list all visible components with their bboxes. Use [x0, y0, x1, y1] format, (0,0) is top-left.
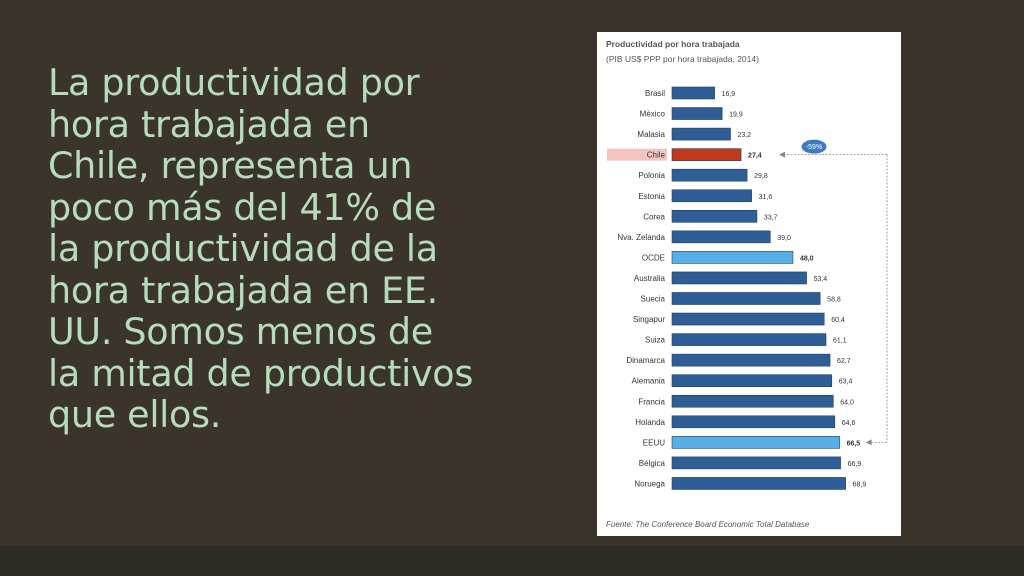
bars-group: Brasil 16,9 México 19,9 Malasia 23,2 Chile 27,4… [607, 86, 867, 490]
category-label: Polonia [638, 171, 665, 180]
value-label: 53,4 [814, 276, 828, 283]
category-label: Francia [638, 397, 665, 406]
category-label: Australia [634, 274, 666, 283]
slide-text-line: La productividad por [48, 61, 420, 104]
bar [671, 271, 807, 285]
slide-text-line: la mitad de productivos [48, 351, 474, 395]
bar [671, 394, 834, 408]
productivity-bar-chart: Productividad por hora trabajada (PIB US… [606, 39, 888, 529]
value-label: 33,7 [764, 214, 778, 221]
category-label: Bélgica [639, 459, 666, 468]
annotation-text: -59% [806, 144, 822, 151]
value-label: 64,6 [842, 420, 856, 427]
category-label: Suiza [645, 336, 666, 345]
slide-text-line: la productividad de la [48, 227, 438, 270]
annotation-arrowhead [865, 439, 872, 446]
category-label: EEUU [643, 438, 665, 447]
category-label: Brasil [645, 89, 665, 98]
category-label: Noruega [634, 479, 665, 488]
slide-body-text: La productividad por hora trabajada en Chi… [48, 62, 518, 436]
value-label: 61,1 [833, 338, 847, 345]
category-label: Malasia [637, 130, 665, 139]
value-label: 66,9 [848, 461, 862, 468]
bar [671, 456, 841, 470]
slide-text-line: UU. Somos menos de [48, 310, 433, 353]
bar [671, 127, 731, 141]
bar [671, 107, 723, 120]
bar [671, 436, 840, 449]
category-label: Corea [643, 212, 665, 221]
value-label: 62,7 [837, 358, 851, 365]
value-label: 64,0 [840, 399, 854, 406]
bar [671, 312, 825, 326]
value-label: 58,8 [827, 297, 841, 304]
chart-card: Productividad por hora trabajada (PIB US… [597, 32, 901, 536]
value-label: 23,2 [737, 132, 751, 139]
category-label: México [640, 110, 666, 119]
chart-subtitle: (PIB US$ PPP por hora trabajada, 2014) [606, 54, 759, 64]
bar [671, 86, 715, 100]
category-label: OCDE [642, 253, 665, 262]
value-label: 68,9 [853, 481, 867, 488]
value-label: 29,8 [754, 173, 768, 180]
bar [671, 148, 742, 161]
bar [671, 374, 833, 388]
bar [671, 292, 821, 305]
value-label: 48,0 [800, 255, 814, 262]
value-label: 63,4 [839, 379, 853, 386]
bar [671, 210, 758, 223]
slide-text-line: Chile, representa un [48, 144, 413, 187]
bar [671, 353, 831, 367]
chart-source: Fuente: The Conference Board Economic To… [606, 520, 810, 529]
bar [671, 230, 771, 244]
bar [671, 477, 846, 490]
category-label: Nva. Zelanda [617, 233, 665, 242]
annotation-badge [801, 139, 827, 154]
bar [671, 415, 836, 429]
slide-text-line: que ellos. [48, 393, 222, 436]
value-label: 19,9 [729, 112, 743, 119]
category-label-highlight [607, 148, 667, 161]
value-label: 60,4 [831, 317, 845, 324]
value-label: 16,9 [722, 91, 736, 98]
bar [671, 168, 748, 182]
slide-text-line: hora trabajada en EE. [48, 268, 438, 312]
category-label: Dinamarca [626, 356, 665, 365]
bottom-band [0, 546, 1024, 576]
slide-text-line: poco más del 41% de [48, 185, 437, 229]
bar [671, 251, 794, 264]
slide-text-line: hora trabajada en [48, 102, 370, 146]
category-label: Suecia [641, 295, 666, 304]
category-label: Alemania [632, 377, 666, 386]
category-label: Chile [647, 151, 666, 160]
annotation-arrowhead [779, 151, 786, 158]
chart-title: Productividad por hora trabajada [606, 39, 740, 49]
value-label: 39,0 [777, 235, 791, 242]
category-label: Holanda [635, 418, 665, 427]
value-label: 66,5 [847, 440, 861, 447]
category-label: Estonia [638, 192, 665, 201]
value-label: 31,6 [759, 194, 773, 201]
bar [671, 189, 752, 203]
value-label: 27,4 [748, 153, 762, 160]
bar [671, 333, 827, 346]
category-label: Singapur [633, 315, 665, 324]
annotation-group: -59% [779, 139, 888, 446]
